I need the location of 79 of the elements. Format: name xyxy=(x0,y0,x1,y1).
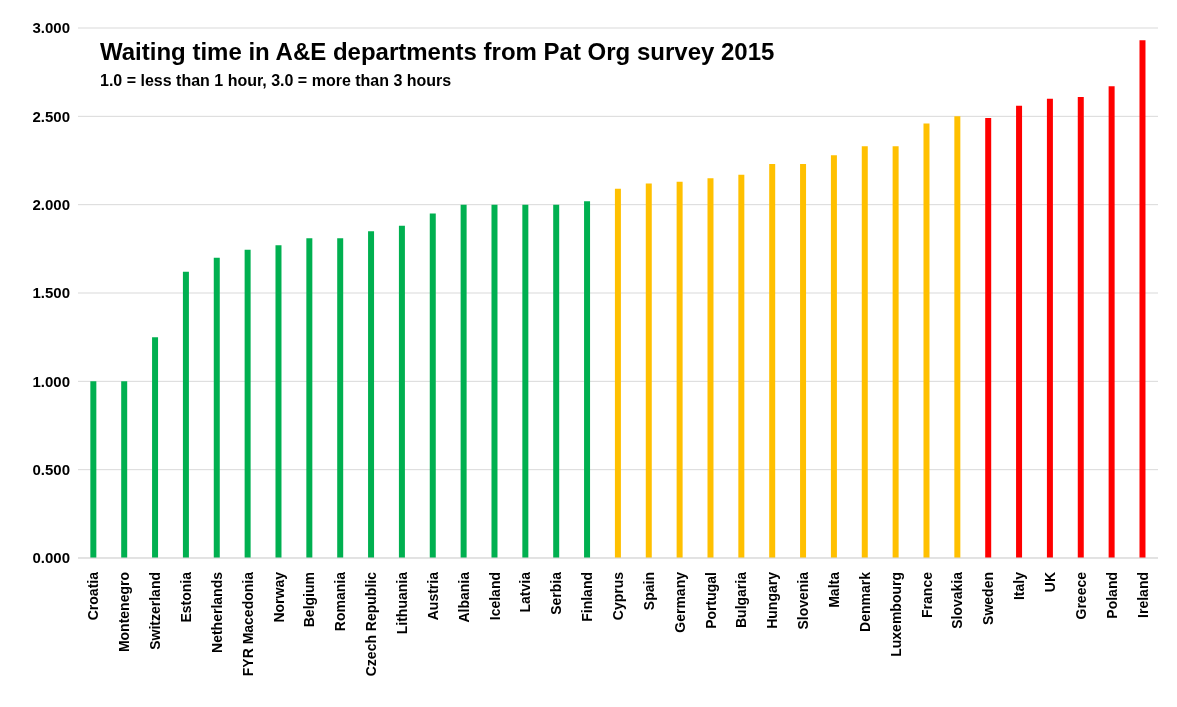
bar xyxy=(398,225,405,558)
x-tick-label: UK xyxy=(1042,572,1058,593)
bar xyxy=(738,174,745,558)
bar xyxy=(306,238,313,558)
bar xyxy=(1108,86,1115,558)
bar xyxy=(1077,96,1084,558)
bar xyxy=(491,204,498,558)
bar xyxy=(1046,98,1053,558)
x-tick-label: Iceland xyxy=(486,572,503,621)
y-tick-label: 2.000 xyxy=(32,195,70,213)
bar xyxy=(830,155,837,558)
bar xyxy=(645,183,652,558)
x-tick-label: Luxembourg xyxy=(887,572,904,657)
y-tick-label: 1.500 xyxy=(32,284,70,302)
x-tick-label: Netherlands xyxy=(208,571,225,653)
bar xyxy=(337,238,344,558)
bar xyxy=(892,146,899,558)
x-tick-label: Lithuania xyxy=(394,571,410,635)
x-tick-label: Montenegro xyxy=(116,572,133,653)
x-tick-label: Serbia xyxy=(548,571,565,615)
x-tick-label: France xyxy=(918,571,935,618)
x-tick-label: Norway xyxy=(270,571,287,623)
y-tick-label: 1.000 xyxy=(32,372,70,390)
x-tick-label: Belgium xyxy=(301,572,318,628)
bar xyxy=(368,231,375,558)
bar xyxy=(861,146,868,558)
bar xyxy=(460,204,467,558)
bar xyxy=(553,204,560,558)
x-tick-label: Czech Republic xyxy=(363,571,380,677)
x-tick-label: FYR Macedonia xyxy=(239,571,256,677)
chart-title: Waiting time in A&E departments from Pat Org survey 2015 xyxy=(100,38,775,66)
bar xyxy=(182,271,189,558)
y-tick-label: 2.500 xyxy=(32,107,70,125)
bar xyxy=(676,181,683,558)
bar xyxy=(769,164,776,558)
x-tick-label: Estonia xyxy=(178,571,194,623)
bar xyxy=(985,118,992,558)
x-tick-label: Austria xyxy=(424,571,441,621)
x-tick-label: Slovakia xyxy=(949,571,966,629)
x-tick-label: Slovenia xyxy=(795,571,812,630)
bar xyxy=(1016,105,1023,558)
x-tick-label: Finland xyxy=(579,572,596,622)
bar xyxy=(152,337,159,558)
x-tick-label: Hungary xyxy=(764,571,781,629)
x-tick-label: Bulgaria xyxy=(733,571,750,629)
x-tick-label: Croatia xyxy=(85,571,102,621)
x-tick-label: Latvia xyxy=(517,571,534,613)
bar xyxy=(275,245,282,558)
x-tick-label: Germany xyxy=(671,571,688,633)
bar xyxy=(923,123,930,558)
x-tick-label: Denmark xyxy=(856,571,873,632)
bar xyxy=(614,188,621,558)
bar xyxy=(90,381,97,558)
y-tick-label: 0.000 xyxy=(32,549,70,567)
text: 1.0 = less than 1 hour, 3.0 = more than 3 hours xyxy=(100,72,453,90)
bar xyxy=(121,381,128,558)
x-tick-label: Cyprus xyxy=(610,571,626,621)
bar xyxy=(429,213,436,558)
x-tick-label: Poland xyxy=(1103,572,1120,619)
bar xyxy=(800,164,807,558)
x-tick-label: Sweden xyxy=(980,572,997,625)
bar xyxy=(707,178,714,558)
x-tick-label: Spain xyxy=(640,572,657,611)
x-tick-label: Portugal xyxy=(702,572,719,629)
bar xyxy=(1139,40,1146,558)
bar xyxy=(954,116,961,558)
x-tick-label: Albania xyxy=(455,571,472,623)
x-tick-label: Switzerland xyxy=(147,572,164,650)
y-tick-label: 3.000 xyxy=(32,19,70,37)
x-tick-label: Romania xyxy=(332,571,349,632)
bar xyxy=(213,257,220,558)
x-tick-label: Ireland xyxy=(1134,572,1151,618)
bar xyxy=(522,204,529,558)
bar xyxy=(584,201,591,558)
x-tick-label: Italy xyxy=(1011,571,1028,601)
x-tick-label: Greece xyxy=(1072,571,1089,620)
bar xyxy=(244,249,251,558)
y-tick-label: 0.500 xyxy=(32,460,70,478)
x-tick-label: Malta xyxy=(826,571,842,608)
